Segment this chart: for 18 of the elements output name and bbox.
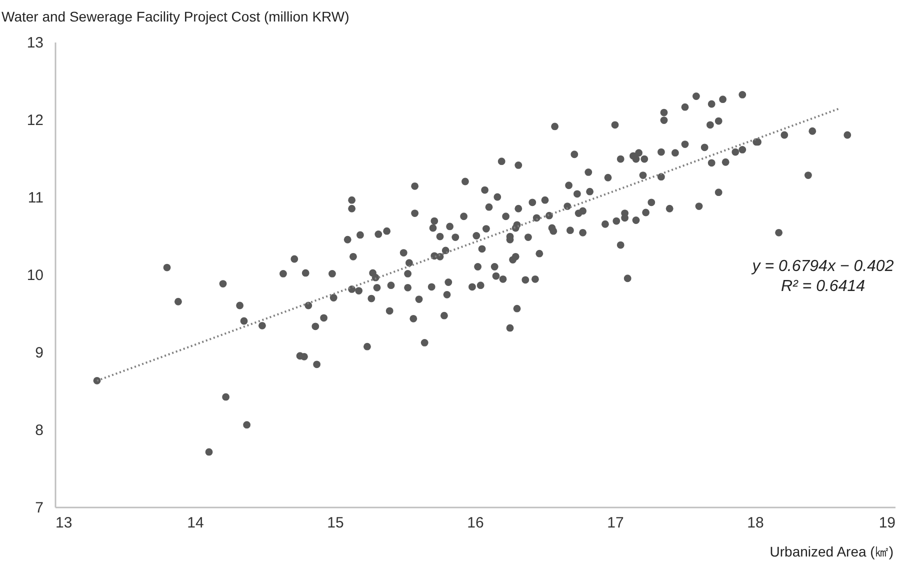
x-tick-label: 15 (327, 514, 344, 532)
y-tick-label: 10 (26, 267, 44, 284)
y-tick-label: 9 (35, 344, 44, 362)
x-tick-label: 16 (467, 514, 484, 532)
y-tick-label: 7 (35, 500, 44, 516)
x-tick-label: 13 (56, 514, 72, 532)
x-axis-title: Urbanized Area (㎢) (770, 544, 894, 560)
x-tick-label: 17 (607, 514, 624, 532)
y-tick-label: 8 (35, 422, 44, 439)
annotation: R² = 0.6414 (780, 278, 866, 295)
y-axis-title: Water and Sewerage Facility Project Cost (million KRW) (2, 8, 350, 24)
y-tick-label: 11 (28, 190, 44, 206)
annotation: y = 0.6794x − 0.402 (751, 258, 894, 275)
x-tick-label: 14 (187, 514, 204, 532)
x-tick-label: 18 (747, 514, 764, 532)
x-tick-label: 19 (878, 514, 896, 532)
y-tick-label: 12 (26, 112, 44, 129)
y-tick-label: 13 (26, 34, 44, 52)
